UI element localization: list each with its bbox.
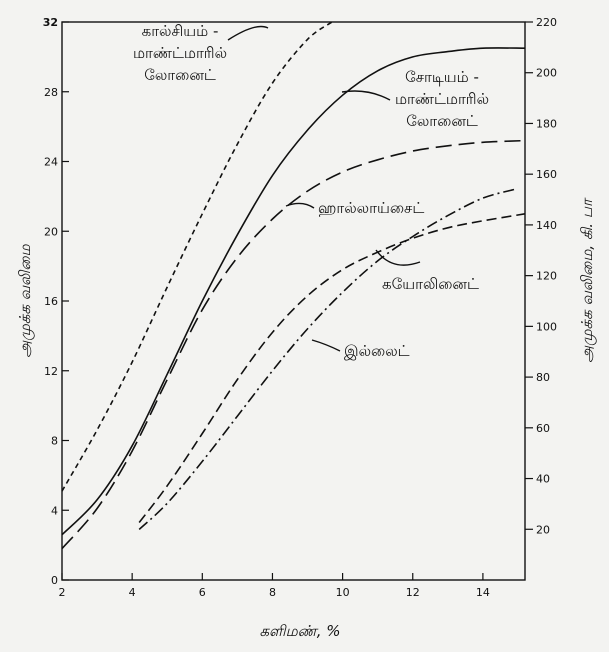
- y-right-tick-label: 40: [536, 473, 550, 486]
- y-left-tick-label: 12: [44, 365, 58, 378]
- series-line-4: [138, 188, 515, 530]
- y-right-tick-label: 100: [536, 320, 557, 333]
- y-right-tick-label: 60: [536, 422, 550, 435]
- y-right-tick-label: 200: [536, 67, 557, 80]
- series-label-4: இல்லைட்: [344, 342, 410, 360]
- y-left-axis-title: அமுக்க வலிமை: [16, 243, 35, 357]
- y-left-tick-label: 0: [51, 574, 58, 587]
- series-label-2: ஹால்லாய்சைட்: [318, 199, 424, 217]
- x-tick-label: 14: [476, 586, 490, 599]
- series-line-1: [61, 47, 526, 536]
- y-left-tick-label: 28: [44, 86, 58, 99]
- y-right-tick-label: 120: [536, 270, 557, 283]
- leader-line-0: [227, 25, 269, 41]
- series-layer: [61, 21, 526, 550]
- series-label-0: கால்சியம் -: [142, 22, 219, 40]
- x-tick-label: 12: [406, 586, 420, 599]
- leader-line-3: [375, 249, 421, 266]
- y-left-tick-label: 8: [51, 435, 58, 448]
- y-right-tick-label: 20: [536, 523, 550, 536]
- y-left-tick-label: 16: [44, 295, 58, 308]
- series-label-1: லோனைட்: [406, 112, 478, 130]
- x-tick-label: 10: [336, 586, 350, 599]
- series-line-2: [61, 139, 526, 550]
- y-left-tick-label: 20: [44, 225, 58, 238]
- y-left-tick-label: 24: [44, 156, 58, 169]
- series-line-0: [61, 21, 333, 492]
- y-right-tick-label: 220: [536, 16, 557, 29]
- leader-line-2: [285, 202, 315, 209]
- series-label-3: கயோலினைட்: [382, 275, 479, 293]
- x-tick-label: 6: [199, 586, 206, 599]
- series-label-0: லோனைட்: [144, 66, 216, 84]
- axis-label-layer: களிமண், % அமுக்க வலிமை அமுக்க வலிமை, கி. ப…: [16, 197, 597, 640]
- y-right-tick-label: 140: [536, 219, 557, 232]
- y-right-tick-label: 80: [536, 371, 550, 384]
- x-tick-label: 8: [269, 586, 276, 599]
- y-right-tick-label: 160: [536, 168, 557, 181]
- series-line-3: [138, 213, 526, 523]
- series-label-1: மாண்ட்மாரில்: [395, 90, 489, 108]
- y-left-tick-label: 4: [51, 504, 58, 517]
- plot-axes: 2 4 6 8 10 12 14048121620242832204060801001201…: [43, 16, 557, 599]
- leader-line-1: [341, 90, 391, 101]
- y-left-tick-label: 32: [43, 16, 58, 29]
- series-label-1: சோடியம் -: [405, 68, 479, 86]
- leader-line-4: [311, 339, 341, 352]
- x-tick-label: 2: [59, 586, 66, 599]
- series-label-0: மாண்ட்மாரில்: [133, 44, 227, 62]
- x-tick-label: 4: [129, 586, 136, 599]
- x-axis-title: களிமண், %: [259, 622, 340, 640]
- y-right-axis-title: அமுக்க வலிமை, கி. பா: [578, 197, 597, 363]
- annotation-layer: கால்சியம் - மாண்ட்மாரில் லோனைட் சோடியம் - மா…: [133, 22, 489, 360]
- y-right-tick-label: 180: [536, 117, 557, 130]
